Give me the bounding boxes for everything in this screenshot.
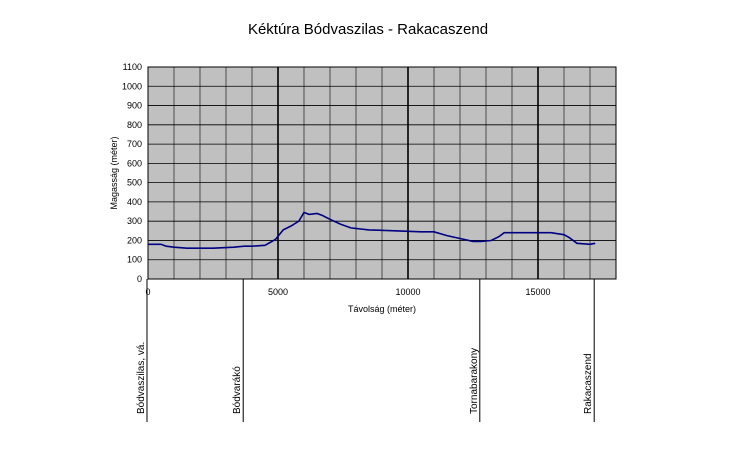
elevation-series-line: [148, 211, 596, 249]
y-tick-label: 800: [127, 120, 142, 130]
y-tick-labels: 0 100 200 300 400 500 600 700 800 900 1000 1100: [122, 62, 142, 284]
chart-title: Kéktúra Bódvaszilas - Rakacaszend: [248, 21, 488, 38]
y-tick-label: 0: [137, 274, 142, 284]
x-tick-label: 0: [145, 287, 150, 297]
y-tick-label: 500: [127, 178, 142, 188]
y-tick-label: 100: [127, 255, 142, 265]
y-tick-label: 1000: [122, 81, 142, 91]
x-tick-label: 15000: [525, 287, 550, 297]
y-axis-label: Magasság (méter): [109, 136, 119, 209]
y-tick-label: 400: [127, 197, 142, 207]
y-tick-label: 1100: [123, 62, 142, 72]
y-tick-label: 600: [127, 158, 142, 168]
x-major-gridlines: [277, 67, 539, 279]
y-tick-label: 200: [127, 235, 142, 245]
place-marker-label: Rakacaszend: [583, 353, 594, 414]
x-tick-label: 10000: [395, 287, 420, 297]
place-marker-label: Bódvarákó: [232, 366, 243, 414]
place-marker-label: Bódvaszilas, vá.: [136, 342, 147, 414]
y-tick-label: 300: [127, 216, 142, 226]
place-marker-label: Tornabarakony: [469, 348, 480, 414]
y-tick-label: 700: [127, 139, 142, 149]
y-tick-label: 900: [127, 101, 142, 111]
x-axis-label: Távolság (méter): [348, 304, 416, 314]
plot-border: [147, 66, 617, 280]
x-tick-labels: 0 5000 10000 15000: [145, 287, 550, 297]
x-tick-label: 5000: [268, 287, 288, 297]
place-markers: Bódvaszilas, vá. Bódvarákó Tornabarakony Ra…: [136, 279, 595, 422]
